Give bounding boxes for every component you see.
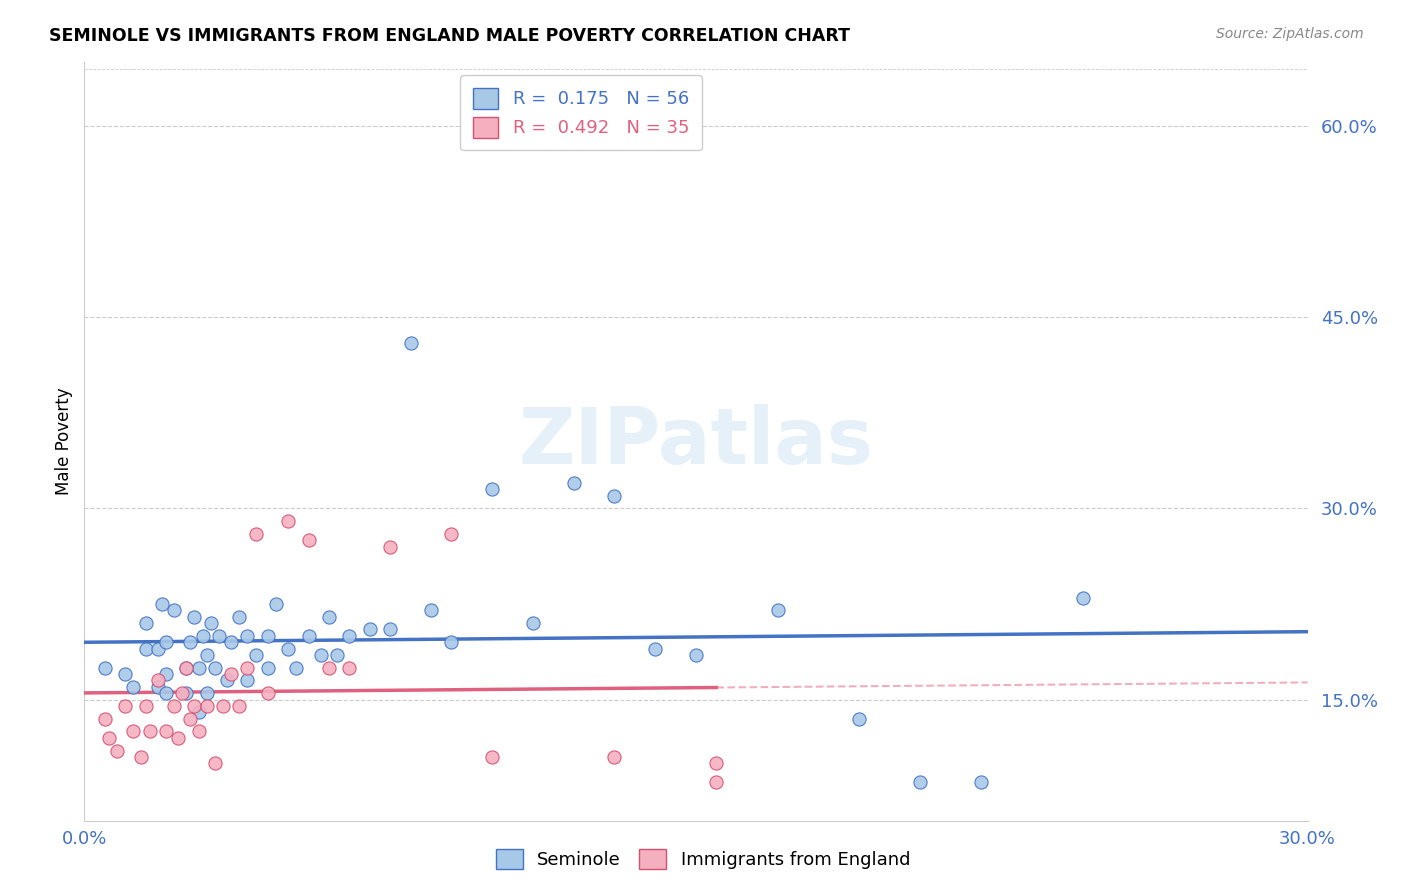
Point — [339, 629, 361, 643]
Point — [228, 609, 250, 624]
Point — [644, 641, 666, 656]
Point — [167, 731, 190, 745]
Point — [155, 686, 177, 700]
Point — [155, 724, 177, 739]
Point — [114, 698, 136, 713]
Point — [420, 603, 443, 617]
Point — [848, 712, 870, 726]
Point — [257, 686, 280, 700]
Point — [522, 616, 544, 631]
Point — [326, 648, 349, 662]
Point — [236, 661, 259, 675]
Point — [93, 712, 115, 726]
Point — [105, 743, 128, 757]
Point — [195, 698, 218, 713]
Point — [174, 661, 197, 675]
Point — [131, 750, 153, 764]
Point — [97, 731, 120, 745]
Point — [187, 661, 209, 675]
Point — [135, 698, 157, 713]
Point — [163, 603, 186, 617]
Point — [359, 623, 381, 637]
Point — [318, 661, 340, 675]
Point — [1073, 591, 1095, 605]
Point — [970, 775, 993, 789]
Point — [277, 514, 299, 528]
Point — [399, 335, 422, 350]
Point — [122, 724, 145, 739]
Text: Source: ZipAtlas.com: Source: ZipAtlas.com — [1216, 27, 1364, 41]
Point — [174, 661, 197, 675]
Point — [318, 609, 340, 624]
Point — [172, 686, 194, 700]
Point — [179, 712, 201, 726]
Text: SEMINOLE VS IMMIGRANTS FROM ENGLAND MALE POVERTY CORRELATION CHART: SEMINOLE VS IMMIGRANTS FROM ENGLAND MALE… — [49, 27, 851, 45]
Point — [146, 680, 169, 694]
Point — [204, 661, 226, 675]
Point — [122, 680, 145, 694]
Point — [264, 597, 287, 611]
Point — [200, 616, 222, 631]
Point — [219, 667, 242, 681]
Legend: R =  0.175   N = 56, R =  0.492   N = 35: R = 0.175 N = 56, R = 0.492 N = 35 — [460, 75, 702, 151]
Point — [183, 609, 205, 624]
Point — [146, 641, 169, 656]
Point — [138, 724, 160, 739]
Point — [685, 648, 707, 662]
Point — [277, 641, 299, 656]
Point — [562, 475, 585, 490]
Point — [603, 750, 626, 764]
Point — [183, 698, 205, 713]
Point — [245, 648, 267, 662]
Point — [440, 635, 463, 649]
Point — [135, 616, 157, 631]
Point — [204, 756, 226, 771]
Point — [481, 750, 503, 764]
Point — [245, 527, 267, 541]
Point — [440, 527, 463, 541]
Point — [163, 698, 186, 713]
Point — [114, 667, 136, 681]
Point — [257, 661, 280, 675]
Point — [187, 706, 209, 720]
Point — [208, 629, 231, 643]
Legend: Seminole, Immigrants from England: Seminole, Immigrants from England — [486, 839, 920, 879]
Text: ZIPatlas: ZIPatlas — [519, 403, 873, 480]
Point — [187, 724, 209, 739]
Point — [236, 629, 259, 643]
Point — [285, 661, 308, 675]
Point — [309, 648, 332, 662]
Y-axis label: Male Poverty: Male Poverty — [55, 388, 73, 495]
Point — [150, 597, 173, 611]
Point — [380, 623, 402, 637]
Point — [191, 629, 214, 643]
Point — [766, 603, 789, 617]
Point — [212, 698, 235, 713]
Point — [298, 629, 321, 643]
Point — [228, 698, 250, 713]
Point — [135, 641, 157, 656]
Point — [481, 483, 503, 497]
Point — [706, 775, 728, 789]
Point — [603, 489, 626, 503]
Point — [706, 756, 728, 771]
Point — [195, 648, 218, 662]
Point — [217, 673, 239, 688]
Point — [236, 673, 259, 688]
Point — [257, 629, 280, 643]
Point — [146, 673, 169, 688]
Point — [219, 635, 242, 649]
Point — [339, 661, 361, 675]
Point — [155, 667, 177, 681]
Point — [155, 635, 177, 649]
Point — [179, 635, 201, 649]
Point — [195, 686, 218, 700]
Point — [93, 661, 115, 675]
Point — [298, 533, 321, 548]
Point — [174, 686, 197, 700]
Point — [910, 775, 932, 789]
Point — [380, 540, 402, 554]
